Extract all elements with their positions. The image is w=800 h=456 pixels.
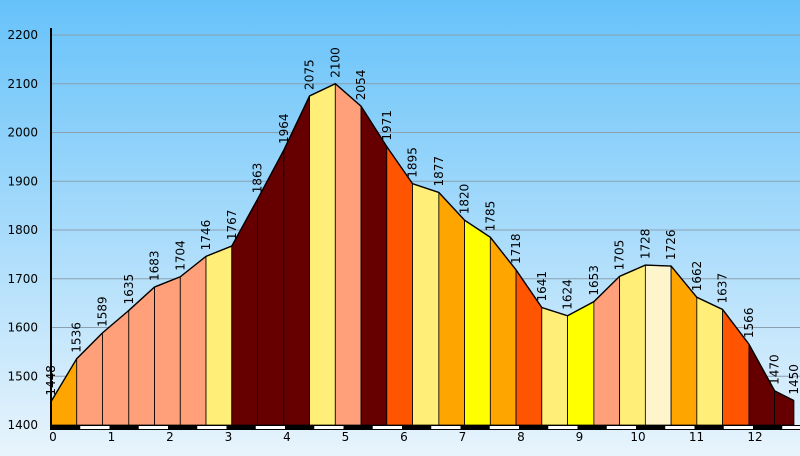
elevation-segment (412, 183, 440, 426)
data-label: 1785 (483, 201, 497, 232)
elevation-segment (464, 219, 491, 426)
data-label: 1641 (535, 271, 549, 302)
x-axis (51, 425, 800, 430)
elevation-segment (205, 245, 233, 426)
data-label: 1767 (225, 210, 239, 241)
data-label: 1895 (406, 147, 420, 178)
x-tick-label: 4 (283, 430, 291, 444)
y-tick-labels: 1400 1500 1600 1700 1800 1900 2000 2100 2200 (7, 28, 38, 432)
x-axis-scale-band (723, 426, 753, 429)
x-axis-scale-band (372, 426, 402, 429)
data-label: 1536 (70, 322, 84, 353)
elevation-segment (644, 264, 672, 426)
data-label: 1683 (148, 250, 162, 281)
y-tick-label: 2000 (7, 126, 38, 140)
data-label: 1653 (587, 265, 601, 296)
x-tick-label: 10 (630, 430, 645, 444)
y-tick-label: 2200 (7, 28, 38, 42)
data-label: 1662 (690, 261, 704, 292)
x-tick-label: 6 (400, 430, 408, 444)
data-label: 1589 (95, 296, 109, 327)
axes (50, 28, 800, 430)
elevation-segment (179, 255, 207, 426)
x-tick-label: 5 (342, 430, 350, 444)
x-tick-label: 1 (108, 430, 116, 444)
y-tick-label: 1600 (7, 321, 38, 335)
elevation-segment (541, 306, 568, 426)
elevation-segment (696, 296, 723, 426)
y-tick-label: 1700 (7, 272, 38, 286)
elevation-segment (360, 104, 388, 426)
data-label: 2075 (303, 59, 317, 90)
x-axis-scale-band (431, 426, 461, 429)
elevation-segment (334, 82, 362, 426)
x-axis-scale-band (314, 426, 344, 429)
elevation-segment (567, 300, 595, 426)
x-axis-scale-band (665, 426, 695, 429)
x-axis-scale-band (197, 426, 227, 429)
elevation-segment (386, 145, 413, 426)
y-tick-label: 1900 (7, 174, 38, 188)
x-tick-label: 2 (166, 430, 174, 444)
x-tick-label: 3 (225, 430, 233, 444)
x-axis-scale-band (80, 426, 110, 429)
data-label: 1448 (44, 365, 58, 396)
data-label: 1705 (613, 240, 627, 271)
x-tick-label: 7 (459, 430, 467, 444)
elevation-segment (283, 95, 310, 426)
x-axis-scale-band (782, 426, 800, 429)
data-label: 2100 (328, 47, 342, 78)
x-tick-label: 0 (49, 430, 57, 444)
elevation-segment (438, 191, 465, 426)
data-label: 1635 (122, 274, 136, 305)
data-label: 1450 (787, 364, 800, 395)
elevation-segment (619, 264, 646, 426)
data-label: 2054 (354, 70, 368, 101)
y-tick-label: 1400 (7, 418, 38, 432)
data-label: 1726 (664, 230, 678, 261)
elevation-segments (50, 82, 795, 426)
data-label: 1718 (509, 233, 523, 264)
data-label: 1820 (458, 184, 472, 215)
data-label: 1971 (380, 110, 394, 141)
y-tick-label: 1800 (7, 223, 38, 237)
data-label: 1637 (716, 273, 730, 304)
x-tick-labels: 0 1 2 3 4 5 6 7 8 9 10 11 12 (49, 430, 762, 444)
x-axis-scale-band (138, 426, 168, 429)
x-axis-scale-band (548, 426, 578, 429)
data-label: 1566 (742, 308, 756, 339)
data-label: 1728 (638, 229, 652, 260)
elevation-outline (50, 82, 795, 402)
x-axis-scale-band (255, 426, 285, 429)
elevation-segment (309, 83, 336, 426)
x-tick-label: 11 (689, 430, 704, 444)
elevation-line (50, 82, 795, 402)
data-label: 1746 (199, 220, 213, 251)
data-label: 1624 (561, 279, 575, 310)
data-label: 1470 (768, 354, 782, 385)
x-tick-label: 9 (576, 430, 584, 444)
y-tick-label: 2100 (7, 77, 38, 91)
x-axis-scale-band (606, 426, 636, 429)
x-axis-scale-band (489, 426, 519, 429)
x-tick-label: 12 (747, 430, 762, 444)
data-label: 1877 (432, 156, 446, 187)
data-label: 1964 (277, 114, 291, 145)
data-label: 1704 (173, 240, 187, 271)
data-labels: 1448 1536 1589 1635 1683 1704 1746 1767 1863 1964… (44, 47, 800, 395)
data-label: 1863 (251, 163, 265, 194)
elevation-segment (154, 276, 181, 426)
y-tick-label: 1500 (7, 369, 38, 383)
x-tick-label: 8 (517, 430, 525, 444)
